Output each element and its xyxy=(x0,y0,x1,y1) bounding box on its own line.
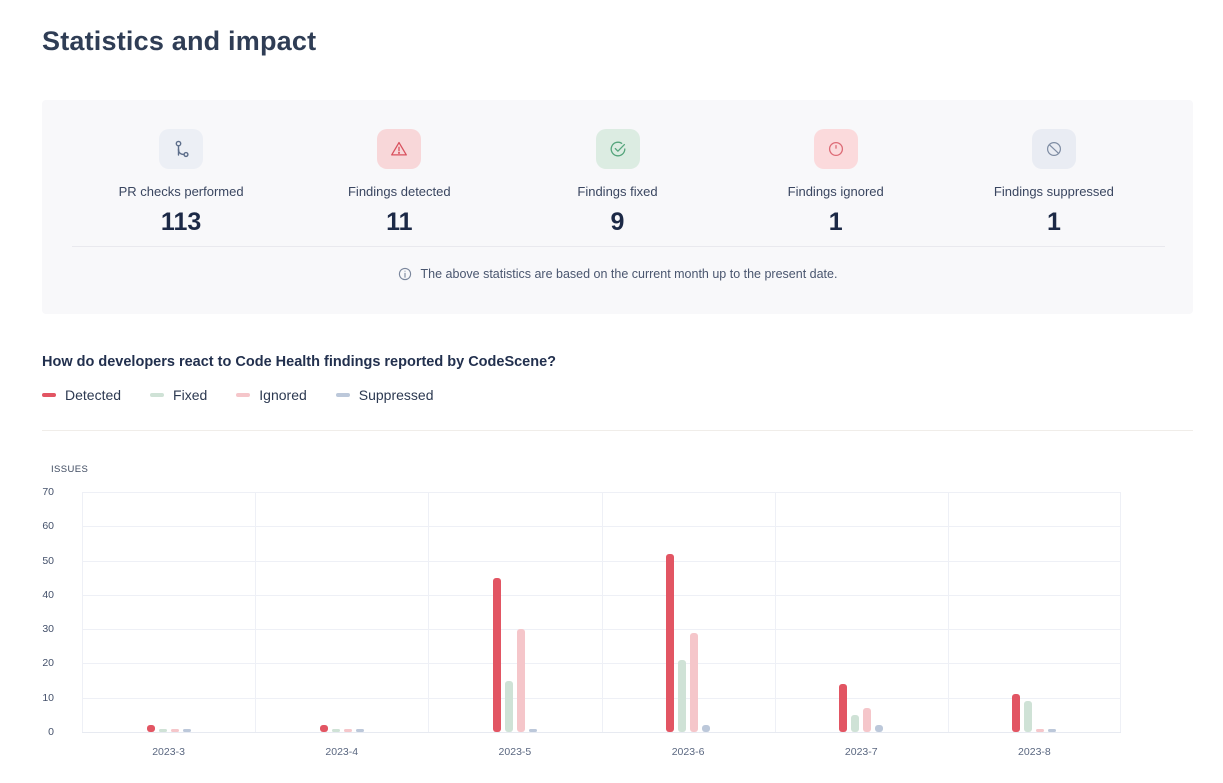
x-axis-label: 2023-5 xyxy=(498,746,532,758)
section-divider xyxy=(42,430,1193,431)
y-axis-tick-label: 0 xyxy=(48,726,54,738)
legend-label: Suppressed xyxy=(358,387,434,403)
legend-swatch-detected xyxy=(42,393,56,397)
bar-suppressed-2023-5[interactable] xyxy=(528,728,537,732)
y-axis-tick-label: 50 xyxy=(42,554,54,567)
grid-line-v xyxy=(428,492,430,732)
grid-line-v xyxy=(601,492,603,732)
legend-label: Fixed xyxy=(173,387,208,403)
grid-line-v xyxy=(1120,492,1121,732)
bar-fixed-2023-5[interactable] xyxy=(504,680,513,732)
stat-value: 1 xyxy=(1046,208,1061,236)
info-icon xyxy=(398,267,412,281)
bar-fixed-2023-6[interactable] xyxy=(678,660,687,732)
bar-detected-2023-4[interactable] xyxy=(319,725,328,732)
bar-detected-2023-5[interactable] xyxy=(492,577,501,732)
stat-card-findings-detected: Findings detected 11 xyxy=(290,129,508,237)
x-axis-label: 2023-3 xyxy=(152,746,185,758)
bar-detected-2023-8[interactable] xyxy=(1012,694,1021,732)
stat-label: PR checks performed xyxy=(118,184,244,199)
stats-panel: PR checks performed 113 Findings detecte… xyxy=(42,100,1193,314)
stat-cards-row: PR checks performed 113 Findings detecte… xyxy=(42,100,1193,237)
y-axis-tick-label: 30 xyxy=(42,623,54,636)
bar-ignored-2023-3[interactable] xyxy=(170,728,179,732)
stat-card-findings-suppressed: Findings suppressed 1 xyxy=(945,129,1163,237)
stats-note: The above statistics are based on the cu… xyxy=(42,267,1193,281)
pr-checks-icon xyxy=(159,129,204,169)
bar-suppressed-2023-3[interactable] xyxy=(182,728,191,732)
legend-item-suppressed[interactable]: Suppressed xyxy=(335,387,434,403)
x-axis-label: 2023-6 xyxy=(671,746,705,758)
stat-card-findings-ignored: Findings ignored 1 xyxy=(727,129,945,237)
bar-ignored-2023-6[interactable] xyxy=(690,632,699,732)
legend-swatch-ignored xyxy=(236,393,251,397)
stat-value: 113 xyxy=(160,208,202,236)
grid-line-v xyxy=(255,492,257,732)
stat-label: Findings ignored xyxy=(787,184,884,199)
legend-item-fixed[interactable]: Fixed xyxy=(150,387,207,403)
slash-circle-icon xyxy=(1031,129,1076,169)
x-axis-label: 2023-7 xyxy=(844,746,878,758)
legend-label: Detected xyxy=(65,387,122,403)
stat-label: Findings detected xyxy=(347,184,451,199)
bar-detected-2023-6[interactable] xyxy=(666,553,675,732)
x-axis-label: 2023-8 xyxy=(1018,746,1051,758)
grid-line-v xyxy=(774,492,776,732)
alert-circle-icon xyxy=(813,129,858,169)
legend-swatch-fixed xyxy=(150,393,165,397)
bar-fixed-2023-7[interactable] xyxy=(851,714,860,732)
warning-triangle-icon xyxy=(377,129,422,169)
stat-value: 1 xyxy=(828,208,843,236)
bar-ignored-2023-5[interactable] xyxy=(516,629,525,732)
y-axis-tick-label: 70 xyxy=(42,486,54,498)
stat-card-findings-fixed: Findings fixed 9 xyxy=(508,129,726,237)
bar-fixed-2023-4[interactable] xyxy=(331,728,340,732)
page-title: Statistics and impact xyxy=(42,26,317,56)
y-axis-title: ISSUES xyxy=(51,464,89,475)
bar-chart-plot-area: 2023-3 2023-4 2023-5 2023-6 2023-7 2023-8 xyxy=(82,492,1121,758)
bar-fixed-2023-3[interactable] xyxy=(158,728,167,732)
bar-suppressed-2023-6[interactable] xyxy=(702,725,711,732)
check-circle-icon xyxy=(595,129,640,169)
stat-value: 9 xyxy=(610,208,625,236)
bar-fixed-2023-8[interactable] xyxy=(1024,701,1033,732)
grid-line-v xyxy=(82,492,83,732)
legend-item-ignored[interactable]: Ignored xyxy=(236,387,307,403)
stat-label: Findings fixed xyxy=(577,184,658,199)
x-axis-label: 2023-4 xyxy=(325,746,359,758)
bar-detected-2023-3[interactable] xyxy=(146,725,155,732)
stat-label: Findings suppressed xyxy=(993,184,1114,199)
y-axis-tick-label: 20 xyxy=(42,657,54,670)
chart-legend: Detected Fixed Ignored Suppressed xyxy=(42,387,462,403)
bar-detected-2023-7[interactable] xyxy=(839,684,848,732)
grid-line-v xyxy=(947,492,949,732)
stat-card-pr-checks: PR checks performed 113 xyxy=(72,129,290,237)
y-axis-tick-label: 40 xyxy=(42,588,54,601)
bar-ignored-2023-7[interactable] xyxy=(863,708,872,732)
panel-divider xyxy=(72,246,1165,247)
legend-item-detected[interactable]: Detected xyxy=(42,387,121,403)
chart-heading: How do developers react to Code Health f… xyxy=(42,354,557,370)
legend-label: Ignored xyxy=(259,387,307,403)
legend-swatch-suppressed xyxy=(335,393,350,397)
bar-suppressed-2023-7[interactable] xyxy=(875,725,884,732)
bar-suppressed-2023-8[interactable] xyxy=(1048,728,1057,732)
bar-suppressed-2023-4[interactable] xyxy=(355,728,364,732)
bar-ignored-2023-8[interactable] xyxy=(1036,728,1045,732)
grid-line-h xyxy=(82,732,1121,733)
stats-note-text: The above statistics are based on the cu… xyxy=(420,267,838,281)
y-axis-tick-label: 10 xyxy=(42,691,54,704)
y-axis: 0 10 20 30 40 50 60 70 xyxy=(24,486,54,738)
y-axis-tick-label: 60 xyxy=(42,520,54,533)
stat-value: 11 xyxy=(386,208,413,236)
bar-ignored-2023-4[interactable] xyxy=(343,728,352,732)
